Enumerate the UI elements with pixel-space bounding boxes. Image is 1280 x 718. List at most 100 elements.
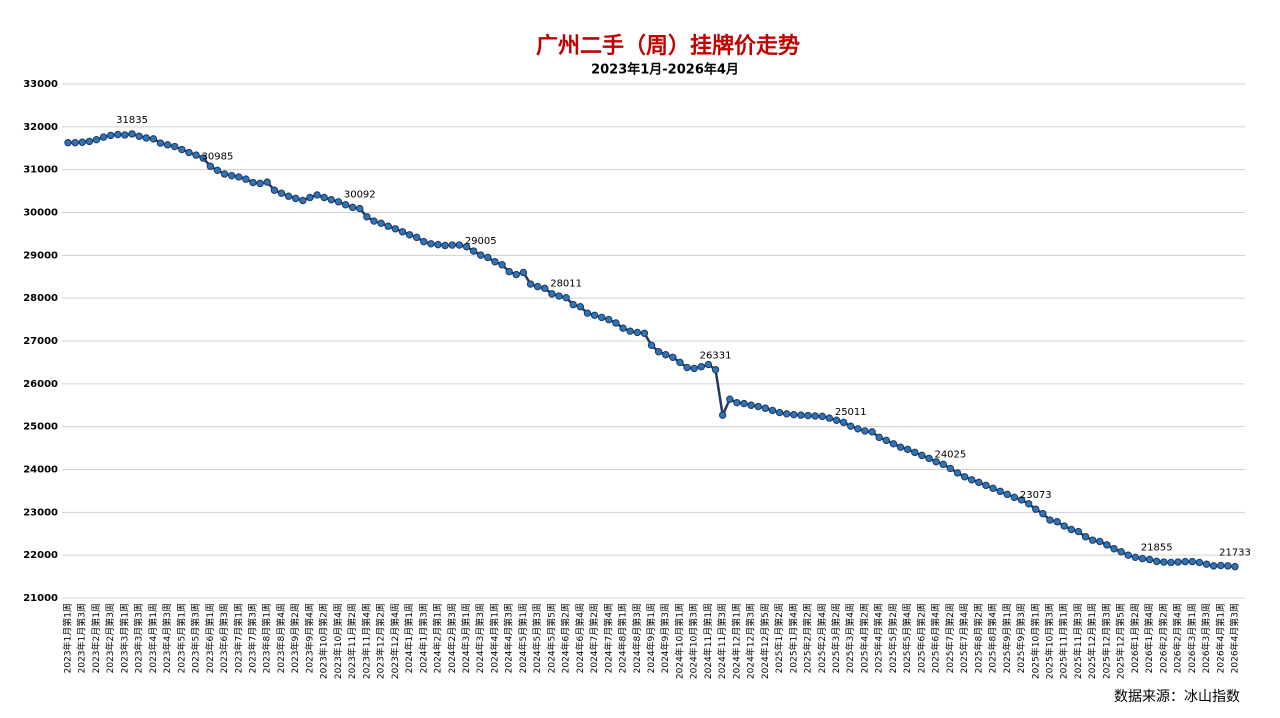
x-tick-label: 2023年5月第1周	[175, 603, 187, 673]
data-point	[932, 458, 940, 466]
y-tick-label: 28000	[23, 293, 58, 304]
data-point	[163, 141, 172, 149]
data-point	[683, 363, 691, 372]
data-label: 21733	[1219, 548, 1251, 559]
x-tick-label: 2023年12月第2周	[375, 603, 387, 679]
x-tick-label: 2023年9月第4周	[303, 603, 315, 673]
data-point	[811, 412, 819, 420]
x-tick-label: 2024年12月第3周	[745, 603, 757, 679]
data-point	[299, 196, 307, 205]
data-point	[1117, 548, 1125, 556]
data-point	[718, 411, 727, 419]
y-tick-label: 21000	[23, 593, 58, 604]
data-point	[1217, 561, 1225, 570]
data-point	[925, 454, 933, 463]
data-point	[1032, 505, 1040, 513]
x-tick-label: 2026年2月第4周	[1172, 603, 1184, 673]
y-tick-label: 25000	[23, 422, 58, 433]
x-tick-label: 2025年10月第1周	[1029, 603, 1041, 679]
data-point	[1081, 533, 1090, 541]
data-point	[1046, 516, 1054, 524]
data-point	[327, 195, 335, 204]
y-tick-label: 29000	[23, 250, 58, 261]
x-tick-label: 2024年5月第1周	[517, 603, 529, 673]
data-point	[242, 175, 250, 183]
data-point	[882, 436, 891, 445]
data-point	[64, 138, 72, 147]
y-tick-label: 26000	[23, 379, 58, 390]
x-tick-label: 2023年7月第3周	[247, 603, 259, 673]
x-tick-label: 2023年2月第1周	[90, 603, 102, 673]
data-point	[740, 399, 748, 408]
data-point	[341, 201, 350, 209]
data-point	[1110, 545, 1118, 553]
data-point	[918, 451, 926, 460]
x-tick-label: 2025年9月第1周	[1001, 603, 1013, 673]
data-label: 26331	[700, 351, 732, 362]
data-point	[533, 282, 542, 291]
data-point	[263, 178, 271, 186]
data-point	[363, 213, 371, 221]
data-point	[526, 280, 535, 288]
data-point	[448, 241, 456, 249]
y-tick-label: 24000	[23, 465, 58, 476]
x-tick-label: 2026年3月第1周	[1186, 603, 1198, 673]
data-point	[171, 142, 179, 151]
data-point	[982, 481, 990, 490]
data-label: 23073	[1020, 490, 1052, 501]
data-point	[726, 395, 734, 403]
data-point	[1088, 536, 1097, 544]
data-point	[832, 416, 841, 424]
data-point	[854, 425, 862, 433]
data-point	[704, 360, 713, 369]
data-label: 28011	[550, 279, 582, 290]
data-point	[861, 427, 869, 435]
x-tick-label: 2023年6月第3周	[218, 603, 230, 673]
data-label: 21855	[1141, 542, 1173, 553]
x-tick-label: 2025年12月第5周	[1115, 603, 1127, 679]
data-point	[434, 240, 442, 249]
x-tick-label: 2026年2月第2周	[1157, 603, 1169, 673]
data-point	[142, 134, 150, 142]
x-tick-label: 2024年8月第3周	[631, 603, 643, 673]
data-point	[462, 243, 471, 251]
x-tick-label: 2025年7月第2周	[944, 603, 956, 673]
x-tick-label: 2025年8月第2周	[972, 603, 984, 673]
data-point	[647, 341, 656, 349]
source-note: 数据来源：冰山指数	[1114, 689, 1240, 705]
data-point	[405, 231, 414, 239]
data-point	[797, 411, 805, 419]
data-point	[576, 303, 585, 311]
data-point	[235, 173, 243, 181]
x-tick-label: 2024年3月第1周	[460, 603, 472, 673]
data-point	[1181, 557, 1189, 566]
data-point	[377, 219, 385, 227]
x-tick-label: 2025年3月第2周	[830, 603, 842, 673]
data-point	[626, 327, 634, 335]
data-point	[348, 203, 357, 212]
data-point	[548, 290, 556, 298]
data-point	[1202, 560, 1211, 568]
data-point	[420, 237, 428, 246]
x-tick-label: 2024年1月第3周	[417, 603, 429, 673]
x-tick-label: 2023年3月第1周	[118, 603, 130, 673]
chart-subtitle: 2023年1月-2026年4月	[591, 62, 739, 78]
x-tick-label: 2023年10月第4周	[332, 603, 344, 679]
data-point	[975, 478, 983, 487]
chart-title: 广州二手（周）挂牌价走势	[536, 33, 800, 59]
data-point	[818, 412, 826, 421]
data-point	[1145, 555, 1154, 564]
x-tick-label: 2023年2月第3周	[104, 603, 116, 673]
x-tick-label: 2024年9月第3周	[659, 603, 671, 673]
data-point	[996, 487, 1004, 496]
data-point	[1138, 554, 1147, 563]
data-point	[733, 398, 741, 407]
data-point	[284, 192, 293, 200]
data-point	[590, 311, 599, 319]
data-point	[583, 309, 592, 317]
data-point	[946, 464, 955, 473]
data-point	[903, 445, 912, 454]
data-point	[825, 414, 834, 422]
x-tick-label: 2025年8月第4周	[987, 603, 999, 673]
